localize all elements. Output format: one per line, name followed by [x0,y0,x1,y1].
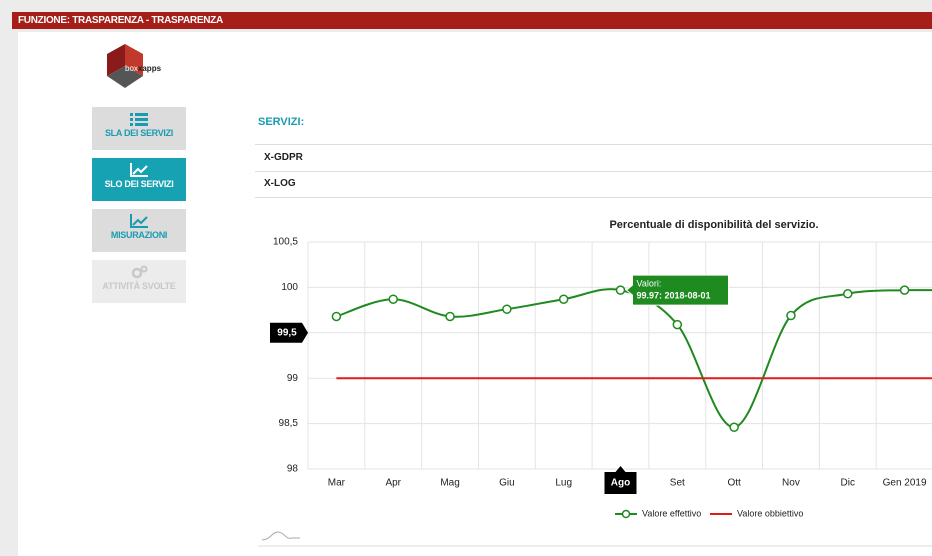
services-title: SERVIZI: [258,116,305,128]
menu-button[interactable]: SLA DEI SERVIZI [92,107,186,150]
data-point [843,289,853,299]
legend-label: Valore effettivo [642,508,701,518]
x-tick-label: Apr [385,478,401,489]
data-point [388,294,398,304]
y-tick-label: 100,5 [273,237,298,248]
data-point [786,310,796,321]
data-point [899,285,910,295]
data-point [672,319,683,330]
y-tick-label: 98 [287,464,299,475]
x-tick-label: Nov [782,478,800,489]
y-tick-label: 99 [287,373,299,384]
x-tick-label: Lug [555,478,572,489]
x-tick-label: Ago [611,478,630,489]
tooltip-title: Valori: [637,278,662,288]
data-point [331,311,342,322]
menu-label: SLO DEI SERVIZI [104,179,174,189]
x-tick-label: Mar [328,478,346,489]
data-point [615,285,626,295]
chart-title: Percentuale di disponibilità del servizi… [609,219,818,231]
range-icon[interactable] [261,531,300,541]
series-line [336,288,932,429]
data-point [729,422,739,432]
menu-label: SLA DEI SERVIZI [104,128,173,138]
data-point [445,311,455,322]
logo-suffix: xapps [138,64,162,73]
svg-text:boxxapps: boxxapps [125,64,162,73]
x-tick-label: Dic [841,478,855,489]
x-tick-label: Gen 2019 [883,478,927,489]
data-point [502,304,512,314]
y-tick-label: 98,5 [279,418,299,429]
y-tick-label: 100 [281,282,298,293]
legend-marker [621,509,631,519]
logo: boxxapps [107,44,162,88]
x-tick-label: Giu [499,478,515,489]
menu-button: ATTIVITÀ SVOLTE [92,260,186,303]
menu-button[interactable]: SLO DEI SERVIZI [92,158,186,201]
menu-button[interactable]: MISURAZIONI [92,209,186,252]
tooltip-box [625,274,729,306]
legend-label: Valore obbiettivo [737,508,803,518]
header-title: FUNZIONE: TRASPARENZA - TRASPARENZA [12,12,932,29]
x-tick-label: Ott [727,478,741,489]
crosshair-box [270,322,308,343]
crosshair-label: 99,5 [277,327,297,338]
service-item[interactable]: X-GDPR [255,144,932,172]
x-tick-label: Set [670,478,685,489]
tooltip-text: 99.97: 2018-08-01 [637,290,711,300]
menu-label: ATTIVITÀ SVOLTE [102,281,176,291]
menu-label: MISURAZIONI [110,230,168,240]
service-item[interactable]: X-LOG [255,171,932,198]
x-highlight [604,466,637,494]
logo-prefix: box [125,64,138,73]
x-tick-label: Mag [440,478,459,489]
data-point [558,294,569,304]
